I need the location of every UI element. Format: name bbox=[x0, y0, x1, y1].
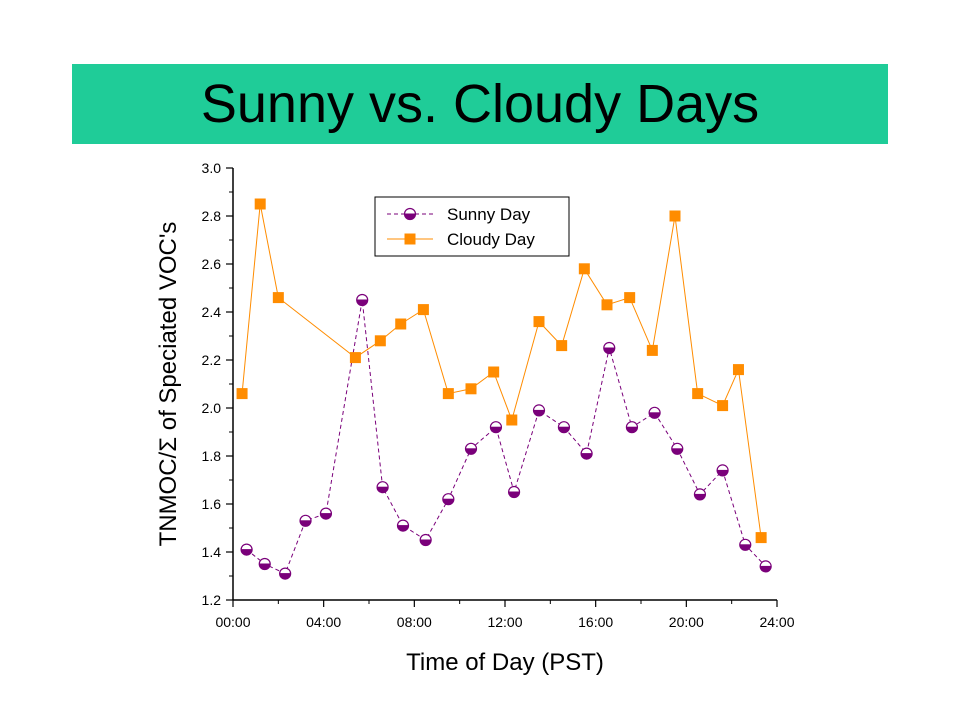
cloudy-day-point bbox=[272, 292, 284, 304]
cloudy-day-point bbox=[533, 316, 545, 328]
sunny-day-point bbox=[356, 293, 369, 307]
slide-title: Sunny vs. Cloudy Days bbox=[200, 74, 760, 134]
x-tick-label: 20:00 bbox=[669, 614, 704, 630]
cloudy-day-point bbox=[669, 210, 681, 222]
sunny-day-series bbox=[240, 293, 772, 580]
cloudy-day-point bbox=[374, 335, 386, 347]
x-tick-label: 08:00 bbox=[397, 614, 432, 630]
cloudy-day-series bbox=[236, 198, 767, 544]
legend-marker-cloudy-day bbox=[404, 233, 416, 245]
sunny-day-point bbox=[693, 488, 707, 501]
x-tick-label: 16:00 bbox=[578, 614, 613, 630]
sunny-day-point bbox=[299, 514, 312, 527]
sunny-day-point bbox=[739, 538, 752, 551]
x-tick-label: 12:00 bbox=[487, 614, 522, 630]
cloudy-day-point bbox=[417, 304, 429, 316]
cloudy-day-point bbox=[442, 388, 454, 400]
sunny-day-point bbox=[376, 481, 389, 494]
cloudy-day-point bbox=[717, 400, 729, 412]
cloudy-day-point bbox=[601, 299, 613, 311]
sunny-day-point bbox=[240, 543, 253, 556]
sunny-day-point bbox=[507, 485, 521, 499]
y-tick-label: 2.0 bbox=[202, 400, 222, 416]
sunny-day-point bbox=[759, 560, 772, 573]
sunny-day-point bbox=[603, 341, 616, 355]
sunny-day-point bbox=[489, 421, 503, 434]
cloudy-day-point bbox=[506, 414, 518, 426]
y-tick-label: 1.8 bbox=[202, 448, 222, 464]
legend: Sunny Day Cloudy Day bbox=[374, 196, 570, 257]
y-axis-title: TNMOC/Σ of Speciated VOC's bbox=[155, 222, 182, 547]
y-tick-label: 2.6 bbox=[202, 256, 222, 272]
sunny-day-point bbox=[279, 567, 292, 580]
sunny-day-point bbox=[442, 493, 455, 506]
cloudy-day-point bbox=[465, 383, 477, 395]
legend-box bbox=[374, 196, 570, 257]
cloudy-day-line bbox=[241, 203, 762, 538]
cloudy-day-point bbox=[556, 340, 568, 352]
sunny-day-line bbox=[246, 299, 767, 575]
cloudy-day-point bbox=[646, 344, 658, 356]
sunny-day-point bbox=[580, 447, 593, 460]
legend-label-sunny-day: Sunny Day bbox=[447, 205, 531, 224]
sunny-day-point bbox=[716, 464, 729, 477]
cloudy-day-point bbox=[236, 388, 248, 400]
x-tick-label: 00:00 bbox=[215, 614, 250, 630]
y-tick-label: 1.2 bbox=[202, 592, 222, 608]
x-tick-label: 24:00 bbox=[759, 614, 794, 630]
title-bar: Sunny vs. Cloudy Days bbox=[72, 64, 888, 144]
legend-marker-sunny-day bbox=[403, 207, 417, 221]
legend-label-cloudy-day: Cloudy Day bbox=[447, 230, 535, 249]
cloudy-day-point bbox=[578, 263, 590, 275]
sunny-day-point bbox=[648, 406, 661, 419]
sunny-day-point bbox=[319, 507, 333, 520]
cloudy-day-point bbox=[692, 388, 704, 400]
sunny-day-point bbox=[464, 442, 478, 455]
cloudy-day-point bbox=[624, 292, 636, 304]
x-axis-title: Time of Day (PST) bbox=[406, 649, 604, 676]
sunny-day-point bbox=[625, 421, 639, 434]
sunny-day-point bbox=[419, 533, 432, 547]
cloudy-day-point bbox=[732, 364, 744, 376]
y-tick-label: 2.2 bbox=[202, 352, 222, 368]
cloudy-day-point bbox=[395, 318, 407, 330]
y-tick-label: 1.4 bbox=[202, 544, 222, 560]
x-tick-label: 04:00 bbox=[306, 614, 341, 630]
y-tick-label: 3.0 bbox=[202, 160, 222, 176]
sunny-day-point bbox=[396, 519, 410, 532]
y-tick-label: 2.4 bbox=[202, 304, 222, 320]
y-tick-label: 2.8 bbox=[202, 208, 222, 224]
cloudy-day-point bbox=[755, 532, 767, 544]
sunny-day-point bbox=[671, 442, 684, 455]
cloudy-day-point bbox=[488, 366, 500, 378]
y-tick-label: 1.6 bbox=[202, 496, 222, 512]
sunny-day-point bbox=[557, 421, 571, 434]
cloudy-day-point bbox=[254, 198, 266, 210]
sunny-day-point bbox=[532, 404, 546, 417]
sunny-day-point bbox=[258, 557, 271, 571]
cloudy-day-point bbox=[349, 352, 361, 364]
